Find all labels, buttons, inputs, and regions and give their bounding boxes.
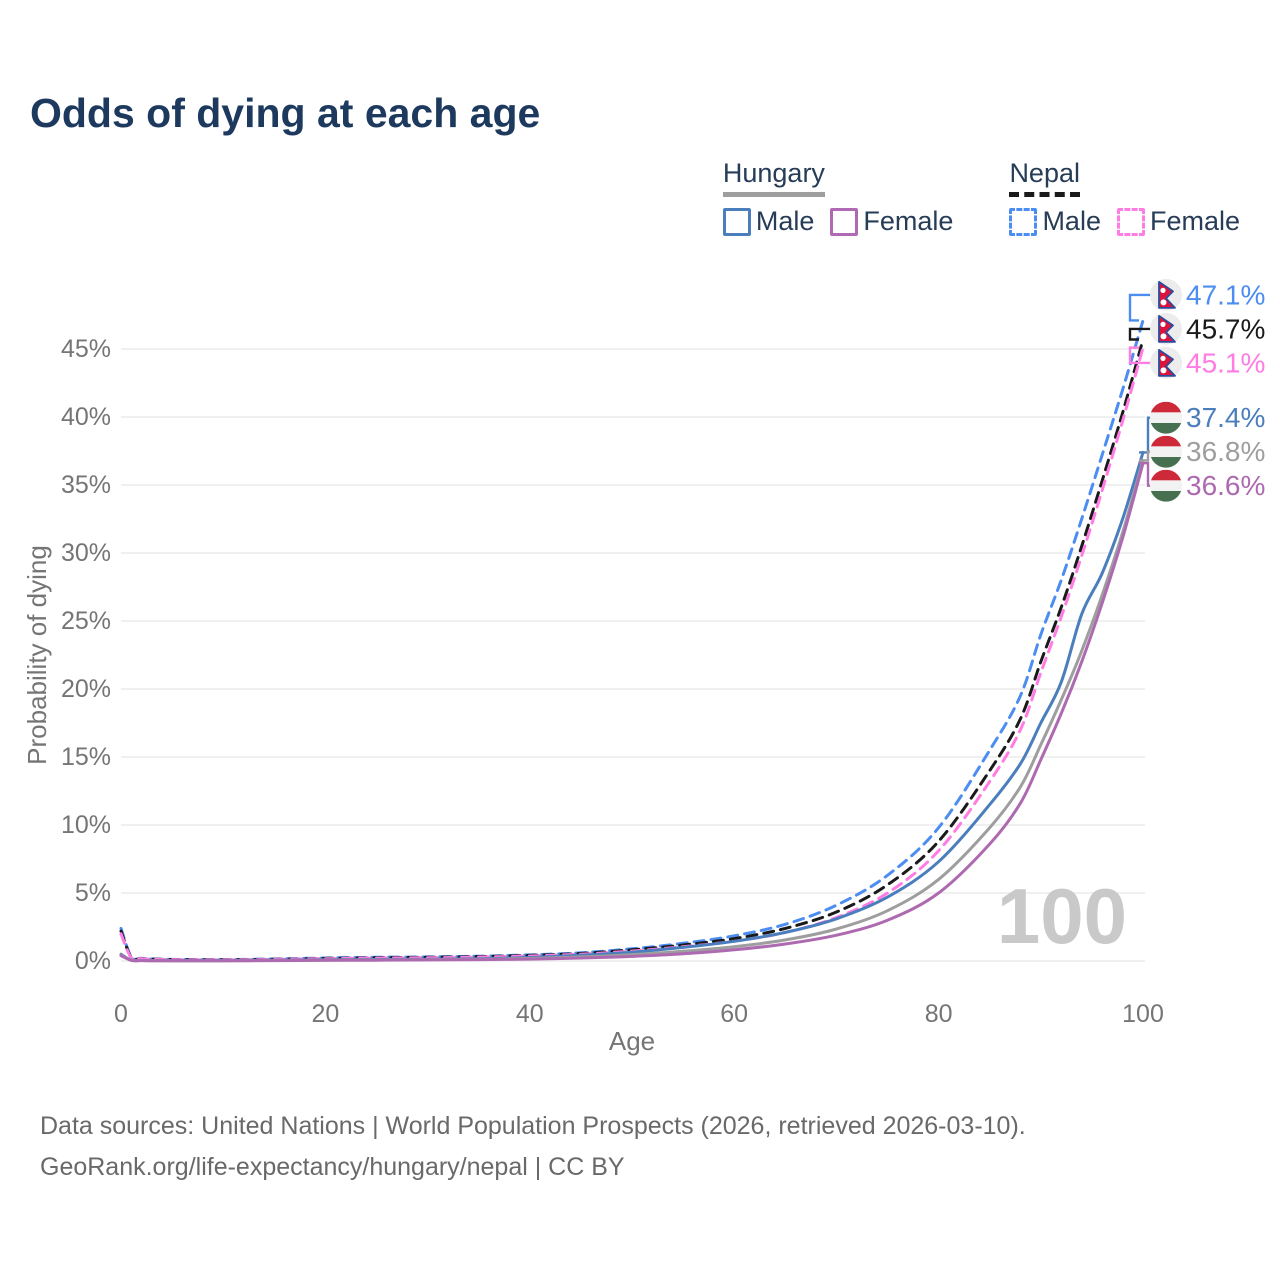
legend-row-hungary: Male Female (722, 206, 953, 237)
hungary-flag-icon (1150, 435, 1182, 468)
end-label-hungary-both: 36.8% (1186, 436, 1265, 467)
legend: Hungary Male Female Nepal Male (722, 158, 1240, 237)
x-axis-tick-80: 80 (925, 1000, 953, 1028)
legend-item-nepal-male[interactable]: Male (1009, 206, 1101, 237)
y-axis-tick-40: 40% (61, 403, 111, 431)
label-connector-nepal-female (1128, 346, 1152, 365)
source-note: Data sources: United Nations | World Pop… (40, 1106, 1026, 1188)
x-axis-tick-0: 0 (114, 1000, 128, 1028)
label-connector-nepal-male (1128, 293, 1152, 322)
x-axis-label: Age (609, 1026, 655, 1056)
nepal-female-swatch-icon (1116, 207, 1145, 236)
y-axis-label: Probability of dying (22, 545, 52, 765)
legend-label-hungary-female: Female (863, 206, 954, 236)
end-label-hungary-male: 37.4% (1186, 402, 1265, 433)
source-note-line1: Data sources: United Nations | World Pop… (40, 1112, 1026, 1140)
end-label-nepal-female: 45.1% (1186, 347, 1265, 378)
legend-item-hungary-male[interactable]: Male (722, 206, 815, 237)
x-axis-tick-100: 100 (1122, 1000, 1164, 1028)
legend-label-nepal-female: Female (1149, 206, 1240, 236)
hungary-flag-icon (1150, 469, 1182, 502)
series-line-nepal-both[interactable] (119, 338, 1145, 962)
legend-group-nepal: Nepal Male Female (1009, 158, 1240, 237)
y-axis-tick-10: 10% (61, 811, 111, 839)
nepal-flag-icon (1150, 278, 1182, 311)
legend-heading-nepal: Nepal (1009, 158, 1080, 197)
y-axis-tick-25: 25% (61, 607, 111, 635)
end-label-hungary-female: 36.6% (1186, 470, 1265, 501)
legend-item-nepal-female[interactable]: Female (1116, 206, 1240, 237)
end-label-nepal-both: 45.7% (1186, 313, 1265, 344)
label-connector-nepal-both (1128, 327, 1152, 341)
x-axis-tick-20: 20 (311, 1000, 339, 1028)
nepal-flag-icon (1150, 346, 1182, 379)
series-line-hungary-male[interactable] (119, 450, 1145, 963)
legend-heading-hungary: Hungary (722, 158, 825, 197)
y-axis-tick-20: 20% (61, 675, 111, 703)
series-line-hungary-both[interactable] (119, 459, 1145, 963)
end-label-nepal-male: 47.1% (1186, 279, 1265, 310)
nepal-male-swatch-icon (1009, 207, 1038, 236)
legend-row-nepal: Male Female (1009, 206, 1240, 237)
chart-title: Odds of dying at each age (30, 90, 541, 136)
label-connector-hungary-male (1139, 416, 1152, 454)
legend-label-hungary-male: Male (755, 206, 815, 236)
hungary-flag-icon (1150, 401, 1182, 434)
y-axis-tick-35: 35% (61, 471, 111, 499)
x-axis-tick-40: 40 (516, 1000, 544, 1028)
y-axis-tick-30: 30% (61, 539, 111, 567)
hungary-male-swatch-icon (722, 207, 751, 236)
y-axis-tick-15: 15% (61, 743, 111, 771)
y-axis-tick-45: 45% (61, 335, 111, 363)
nepal-flag-icon (1150, 312, 1182, 345)
x-axis-tick-60: 60 (720, 1000, 748, 1028)
y-axis-tick-0: 0% (75, 947, 111, 975)
y-axis-tick-5: 5% (75, 879, 111, 907)
age-counter-watermark: 100 (997, 872, 1127, 960)
source-note-line2: GeoRank.org/life-expectancy/hungary/nepa… (40, 1153, 625, 1181)
hungary-female-swatch-icon (830, 207, 859, 236)
legend-label-nepal-male: Male (1042, 206, 1101, 236)
legend-item-hungary-female[interactable]: Female (830, 206, 953, 237)
series-line-nepal-female[interactable] (119, 346, 1145, 962)
series-line-hungary-female[interactable] (119, 461, 1145, 963)
legend-group-hungary: Hungary Male Female (722, 158, 953, 237)
